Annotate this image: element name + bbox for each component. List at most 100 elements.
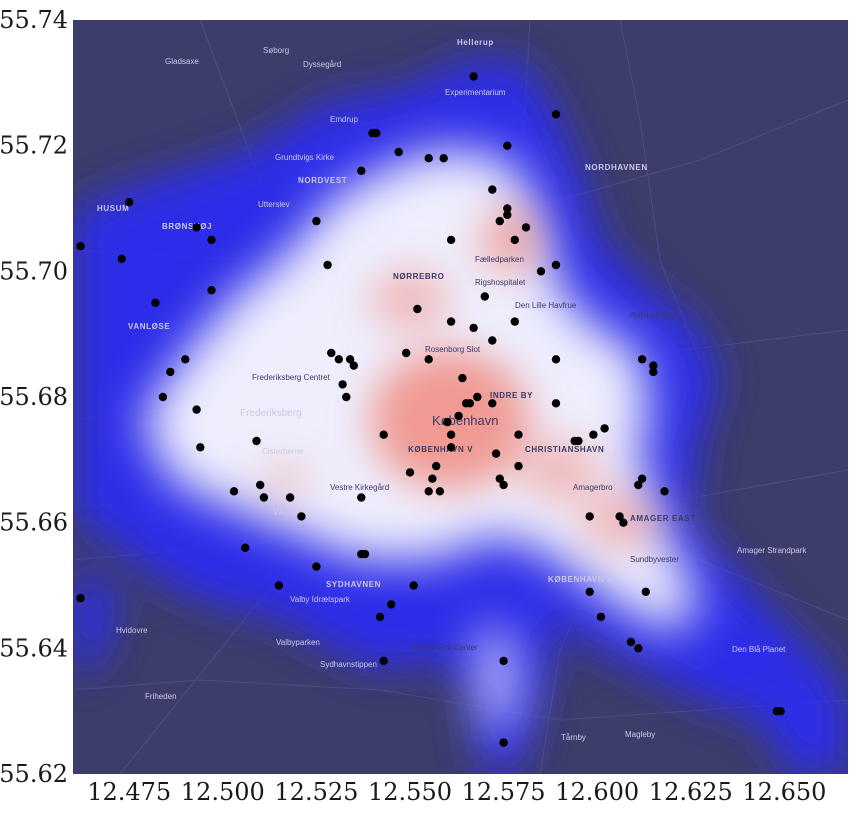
data-point	[432, 461, 441, 471]
data-point	[192, 405, 201, 414]
y-tick-label: 55.66	[0, 509, 68, 537]
y-tick-label: 55.64	[0, 634, 68, 662]
data-point	[634, 480, 643, 490]
data-point	[256, 480, 265, 490]
data-point	[158, 392, 168, 402]
data-point	[357, 549, 366, 559]
data-point	[615, 512, 624, 521]
map-label: Royal Golf Center	[414, 643, 478, 652]
data-point	[428, 474, 437, 483]
data-point	[394, 147, 403, 157]
data-point	[660, 487, 669, 496]
map-label: Hvidovre	[116, 626, 148, 635]
data-point	[357, 493, 366, 502]
x-axis-ticks: 12.475 12.500 12.525 12.550 12.575 12.600 12.6…	[87, 778, 826, 806]
data-point	[443, 417, 452, 427]
data-point	[551, 110, 561, 119]
map-label: Dyssegård	[303, 60, 341, 69]
map-label: Grundtvigs Kirke	[275, 153, 335, 162]
map-label: Søborg	[263, 46, 289, 55]
map-label: Frederiksberg	[240, 408, 302, 419]
map-label: Sydhavnstippen	[320, 660, 377, 669]
data-point	[76, 593, 85, 603]
data-point	[349, 361, 358, 370]
map-label: Rosenborg Slot	[425, 345, 481, 354]
data-points	[76, 72, 785, 747]
data-point	[274, 581, 284, 590]
data-point	[600, 424, 609, 433]
map-label: Valbyparken	[276, 638, 320, 647]
data-point	[372, 128, 381, 138]
data-point	[327, 348, 336, 358]
map-label: SYDHAVNEN	[326, 580, 381, 589]
data-point	[514, 461, 523, 471]
data-point	[626, 637, 636, 647]
map-label: BRØNSHØJ	[162, 222, 212, 231]
data-point	[76, 242, 85, 251]
data-point	[499, 738, 508, 747]
data-point	[338, 380, 347, 389]
data-point	[510, 317, 519, 326]
data-point	[776, 707, 785, 716]
map-label: Rigshospitalet	[475, 278, 526, 287]
map-label: KØBENHAVN S	[548, 575, 613, 584]
map-label: Gladsaxe	[165, 57, 199, 66]
data-point	[488, 185, 497, 194]
data-point	[387, 600, 396, 609]
data-point	[342, 392, 351, 402]
data-point	[503, 210, 512, 219]
map-label: Den Lille Havfrue	[515, 301, 577, 310]
data-point	[495, 216, 504, 226]
data-point	[446, 317, 456, 326]
data-point	[585, 587, 594, 596]
data-point	[521, 223, 531, 232]
y-tick-label: 55.74	[0, 6, 68, 34]
data-point	[641, 587, 650, 596]
data-point	[551, 399, 561, 408]
map-label: København	[432, 413, 499, 428]
data-point	[499, 480, 508, 490]
data-point	[424, 154, 433, 163]
data-point	[323, 260, 332, 270]
map-label: Sundbyvester	[630, 555, 679, 564]
data-point	[207, 286, 216, 295]
data-point	[503, 204, 512, 213]
data-point	[488, 399, 497, 408]
data-point	[446, 235, 456, 245]
data-point	[424, 487, 433, 496]
x-tick-label: 12.525	[274, 778, 358, 806]
data-point	[196, 443, 205, 452]
data-point	[252, 436, 261, 446]
data-point	[551, 355, 561, 364]
map-label: Experimentarium	[445, 88, 506, 97]
map-label: KØBENHAVN V	[408, 445, 473, 454]
map-label: Cisternerne	[262, 447, 304, 456]
data-point	[229, 487, 239, 496]
map-label: Friheden	[145, 692, 177, 701]
data-point	[312, 562, 321, 571]
data-point	[166, 367, 175, 377]
y-tick-label: 55.68	[0, 383, 68, 411]
data-point	[499, 656, 508, 666]
data-point	[649, 367, 658, 377]
map-label: Valby Idrætspark	[290, 595, 351, 604]
data-point	[151, 298, 160, 307]
data-point	[241, 543, 250, 552]
data-point	[491, 449, 501, 458]
data-point	[514, 430, 523, 439]
map-label: Vestre Kirkegård	[330, 483, 389, 492]
x-tick-label: 12.550	[368, 778, 452, 806]
data-point	[402, 348, 411, 358]
x-tick-label: 12.500	[181, 778, 265, 806]
data-point	[637, 474, 647, 483]
data-point	[454, 411, 463, 421]
map-label: CHRISTIANSHAVN	[525, 445, 604, 454]
data-point	[480, 292, 489, 301]
data-point	[446, 430, 456, 439]
data-point	[413, 304, 422, 314]
map-label: VALBY	[273, 508, 303, 517]
data-point	[469, 323, 478, 333]
y-tick-label: 55.70	[0, 257, 68, 285]
data-point	[117, 254, 126, 263]
map-label: INDRE BY	[490, 391, 533, 400]
